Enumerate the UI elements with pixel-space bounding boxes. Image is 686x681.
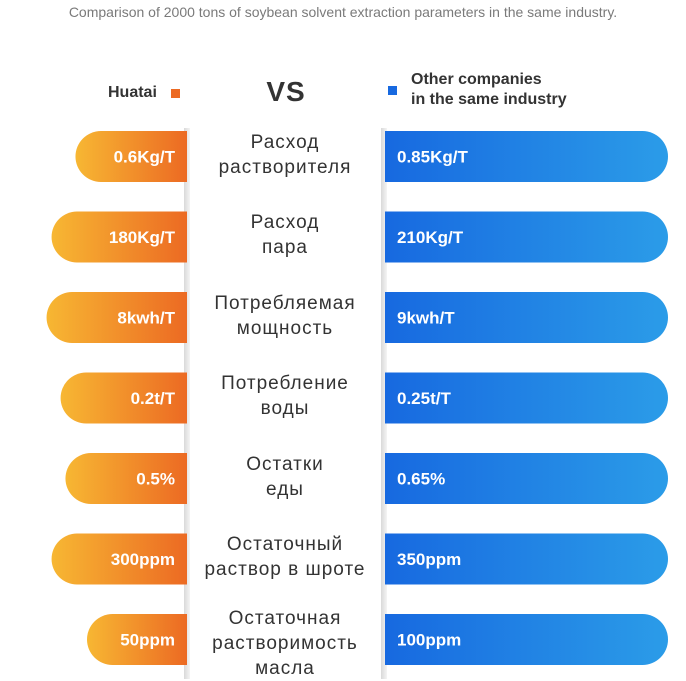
bar-huatai bbox=[75, 131, 187, 182]
category-label-line: пара bbox=[262, 237, 308, 258]
legend-blue-swatch bbox=[388, 85, 397, 95]
bar-huatai-label: 8kwh/T bbox=[117, 309, 175, 328]
category-label: Расход пара bbox=[190, 210, 380, 260]
category-label-line: Потребляемая bbox=[214, 292, 356, 314]
legend-other-companies: Other companies in the same industry bbox=[388, 70, 611, 110]
bar-huatai-label: 180Kg/T bbox=[109, 228, 176, 247]
bar-other-companies-label: 350ppm bbox=[397, 550, 461, 569]
category-label-line: Расход bbox=[250, 131, 320, 153]
category-label-line: Остаточная bbox=[228, 608, 342, 629]
category-label: Остатки еды bbox=[190, 452, 380, 502]
bar-other-companies-label: 210Kg/T bbox=[397, 228, 464, 247]
category-label-line: масла bbox=[255, 658, 315, 679]
category-label-line: мощность bbox=[236, 317, 334, 339]
bar-other-companies bbox=[385, 453, 668, 504]
bar-other-companies-label: 9kwh/T bbox=[397, 309, 455, 328]
category-label-line: Остаточный bbox=[226, 534, 344, 555]
bar-huatai-label: 50ppm bbox=[120, 631, 175, 650]
bar-huatai-label: 0.2t/T bbox=[131, 389, 176, 408]
category-label-line: растворимость bbox=[212, 633, 358, 654]
category-label-line: растворителя bbox=[218, 156, 352, 178]
right-divider bbox=[381, 128, 387, 679]
category-label-line: Расход bbox=[250, 212, 320, 233]
bar-other-companies bbox=[385, 372, 668, 424]
bar-huatai bbox=[87, 614, 187, 665]
category-label-line: раствор в шроте bbox=[204, 559, 366, 580]
category-label: Остаточная растворимость масла bbox=[190, 606, 380, 681]
bar-huatai bbox=[51, 211, 188, 263]
category-label-line: Остатки bbox=[246, 453, 324, 475]
bar-other-companies-label: 0.25t/T bbox=[397, 389, 451, 408]
legend-huatai: Huatai bbox=[108, 84, 180, 102]
bar-huatai-label: 0.5% bbox=[136, 470, 175, 489]
category-label: Расход растворителя bbox=[190, 130, 380, 180]
category-label: Потребление воды bbox=[190, 371, 380, 421]
category-label: Потребляемая мощность bbox=[190, 291, 380, 341]
bar-other-companies bbox=[385, 131, 668, 182]
bar-other-companies bbox=[385, 292, 668, 343]
bar-other-companies bbox=[385, 533, 668, 585]
legend-other-companies-label: Other companies in the same industry bbox=[411, 70, 611, 110]
bar-huatai bbox=[60, 372, 187, 424]
bar-huatai bbox=[46, 292, 187, 343]
chart-subtitle: Comparison of 2000 tons of soybean solve… bbox=[68, 4, 618, 20]
category-label-line: Потребление bbox=[221, 373, 349, 394]
bar-other-companies-label: 0.85Kg/T bbox=[397, 148, 468, 167]
bar-huatai-label: 0.6Kg/T bbox=[114, 148, 176, 167]
legend-orange-swatch bbox=[170, 88, 180, 98]
category-label-line: воды bbox=[260, 398, 310, 419]
legend-other-line-1: Other companies bbox=[411, 71, 542, 88]
legend-huatai-label: Huatai bbox=[108, 84, 157, 101]
vs-label: VS bbox=[266, 76, 306, 107]
bar-other-companies bbox=[385, 211, 668, 263]
legend-other-line-2: in the same industry bbox=[411, 91, 567, 108]
bar-other-companies-label: 0.65% bbox=[397, 470, 445, 489]
bar-huatai bbox=[65, 453, 187, 504]
bar-huatai bbox=[51, 533, 188, 585]
bar-other-companies-label: 100ppm bbox=[397, 631, 461, 650]
bar-other-companies bbox=[385, 614, 668, 665]
category-label-line: еды bbox=[266, 478, 304, 500]
category-label: Остаточный раствор в шроте bbox=[190, 532, 380, 582]
bar-huatai-label: 300ppm bbox=[111, 550, 175, 569]
